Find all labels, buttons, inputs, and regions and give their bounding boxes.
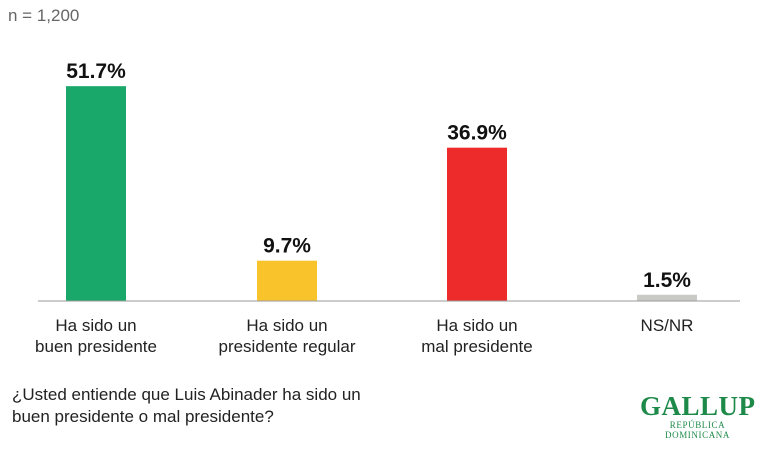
category-label-0-line-0: Ha sido un (55, 316, 136, 335)
gallup-logo: GALLUP REPÚBLICA DOMINICANA (640, 392, 755, 440)
value-label-3: 1.5% (643, 269, 691, 292)
category-label-1-line-1: presidente regular (218, 337, 355, 356)
bar-0 (66, 86, 126, 302)
sample-size-label: n = 1,200 (8, 6, 80, 25)
bar-2 (447, 147, 507, 301)
value-label-1: 9.7% (263, 235, 311, 258)
logo-subtitle: REPÚBLICA DOMINICANA (665, 420, 730, 440)
value-label-2: 36.9% (447, 122, 507, 145)
value-label-0: 51.7% (66, 60, 126, 83)
category-label-2-line-0: Ha sido un (436, 316, 517, 335)
category-label-3-line-0: NS/NR (641, 316, 694, 335)
bars-group (66, 86, 697, 302)
bar-3 (637, 294, 697, 301)
category-label-1-line-0: Ha sido un (246, 316, 327, 335)
logo-name: GALLUP (640, 391, 756, 421)
bar-chart: 51.7% Ha sido un buen presidente 9.7% Ha sid… (35, 60, 740, 356)
survey-question: ¿Usted entiende que Luis Abinader ha sid… (12, 385, 361, 426)
category-label-2-line-1: mal presidente (421, 337, 533, 356)
bar-1 (257, 260, 317, 301)
category-label-0-line-1: buen presidente (35, 337, 157, 356)
labels-group: 51.7% Ha sido un buen presidente 9.7% Ha sid… (35, 60, 693, 356)
